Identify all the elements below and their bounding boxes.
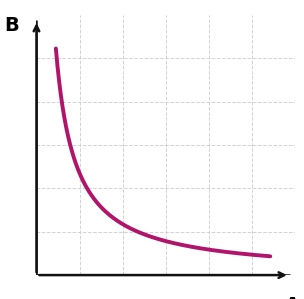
Text: A: A <box>285 296 300 299</box>
Text: B: B <box>5 16 19 35</box>
